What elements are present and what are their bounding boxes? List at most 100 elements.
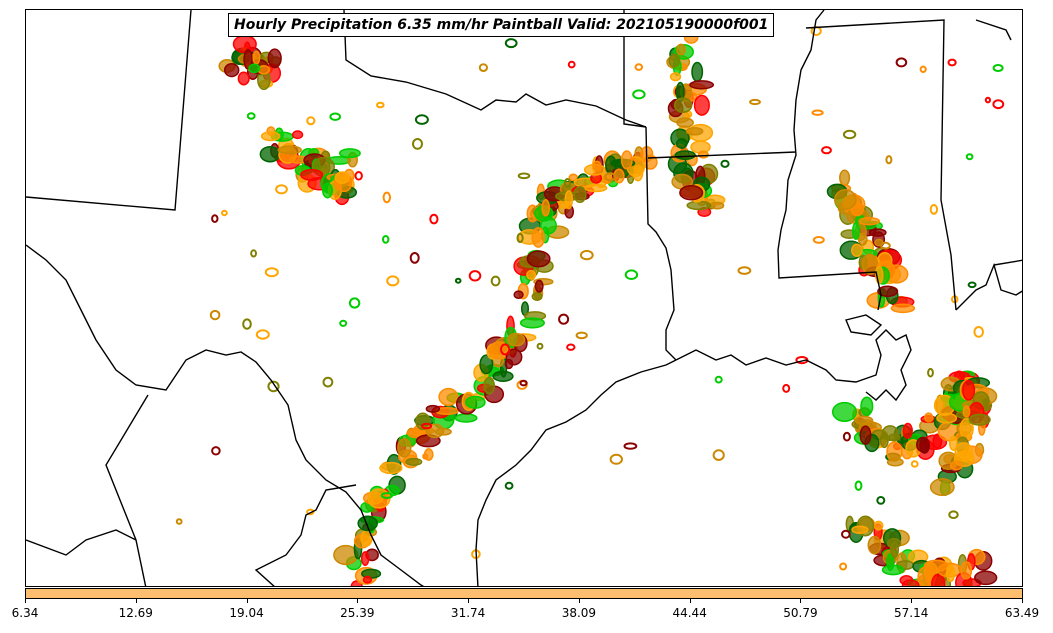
precip-cell	[927, 367, 934, 378]
mexico-border-2	[26, 529, 137, 556]
precip-blob	[858, 216, 881, 226]
precip-cell	[992, 64, 1004, 72]
precip-cell	[500, 343, 511, 356]
precip-cell	[984, 96, 992, 104]
colorbar-tick-mark	[800, 599, 802, 603]
state-border-ar	[623, 10, 647, 128]
precip-cell	[992, 99, 1005, 110]
precip-blob	[232, 34, 257, 54]
map-title: Hourly Precipitation 6.35 mm/hr Paintbal…	[228, 13, 775, 37]
precip-cell	[221, 209, 228, 217]
precip-blob	[534, 279, 544, 293]
precip-cell	[967, 281, 977, 289]
precip-cell	[516, 232, 524, 244]
precip-cell	[322, 376, 334, 388]
precip-blob	[854, 415, 874, 426]
precip-cell	[380, 492, 394, 499]
rio-grande	[26, 244, 425, 586]
precip-blob	[259, 145, 281, 163]
precip-blob	[689, 80, 715, 90]
precip-blob	[526, 269, 537, 280]
colorbar-tick-label: 63.49	[1004, 606, 1040, 620]
precip-blob	[237, 71, 250, 86]
precip-cell	[354, 171, 363, 181]
precip-blob	[252, 50, 261, 65]
colorbar-tick-mark	[246, 599, 248, 603]
precip-blob	[434, 427, 452, 436]
precip-blob	[850, 202, 865, 217]
precip-blob	[881, 564, 905, 576]
precip-blob	[851, 243, 863, 258]
precip-cell	[712, 449, 725, 461]
precip-cell	[504, 481, 514, 490]
precip-paintball-layer	[175, 26, 1005, 586]
colorbar-tick-mark	[135, 599, 137, 603]
precip-blob	[831, 401, 858, 422]
precip-blob	[968, 413, 991, 426]
precip-cell	[454, 277, 462, 284]
precip-cell	[842, 431, 851, 442]
colorbar-tick-mark	[357, 599, 359, 603]
precip-blob	[932, 433, 943, 449]
precip-blob	[492, 370, 514, 382]
precip-blob	[415, 412, 431, 431]
precip-blob	[851, 222, 860, 240]
precip-blob	[834, 189, 857, 210]
precip-cell	[812, 236, 825, 244]
precip-cell	[267, 380, 280, 393]
precip-cell	[382, 235, 390, 244]
gulf-coast	[675, 329, 912, 402]
precip-blob	[564, 190, 574, 210]
precip-cell	[429, 213, 439, 225]
precip-blob	[916, 436, 930, 453]
precip-blob	[945, 564, 956, 583]
precip-blob	[962, 405, 971, 418]
precip-blob	[454, 413, 478, 423]
precip-blob	[676, 117, 694, 128]
precip-blob	[541, 199, 551, 217]
precip-blob	[673, 97, 693, 114]
precip-blob	[873, 520, 884, 531]
precip-blob	[300, 168, 324, 181]
map-canvas	[26, 10, 1022, 586]
precip-cell	[634, 63, 644, 71]
precip-cell	[211, 214, 219, 224]
precip-cell	[624, 269, 639, 281]
colorbar-tick-label: 38.09	[561, 606, 597, 620]
precip-blob	[260, 131, 281, 142]
precip-blob	[931, 573, 946, 586]
precip-cell	[409, 252, 420, 264]
precip-cell	[250, 249, 258, 258]
precip-blob	[513, 290, 524, 300]
colorbar-tick-label: 50.79	[783, 606, 818, 620]
lake-pontchartrain	[845, 314, 883, 336]
precip-blob	[379, 461, 403, 475]
colorbar-tick-label: 6.34	[11, 606, 39, 620]
precip-cell	[255, 329, 270, 340]
precip-blob	[902, 422, 913, 439]
coast-al	[955, 262, 1022, 311]
colorbar-tick-label: 57.14	[894, 606, 929, 620]
precip-cell	[376, 101, 385, 109]
precip-blob	[686, 200, 712, 211]
precip-blob	[362, 575, 373, 584]
precip-blob	[669, 72, 682, 82]
precip-blob	[877, 285, 899, 298]
precip-blob	[483, 376, 495, 395]
precip-cell	[895, 57, 908, 68]
precip-cell	[175, 518, 183, 525]
precip-cell	[478, 63, 488, 72]
precip-blob	[676, 43, 686, 56]
precip-blob	[697, 150, 709, 159]
precip-blob	[879, 432, 889, 449]
precip-cell	[421, 422, 433, 430]
precip-blob	[592, 160, 602, 172]
precip-blob	[526, 250, 551, 268]
precip-blob	[867, 535, 882, 555]
precip-cell	[519, 379, 528, 387]
precip-blob	[568, 173, 579, 182]
colorbar-tick-label: 19.04	[229, 606, 264, 620]
precip-blob	[890, 303, 916, 314]
precip-cell	[623, 442, 638, 450]
precip-cell	[566, 343, 576, 351]
